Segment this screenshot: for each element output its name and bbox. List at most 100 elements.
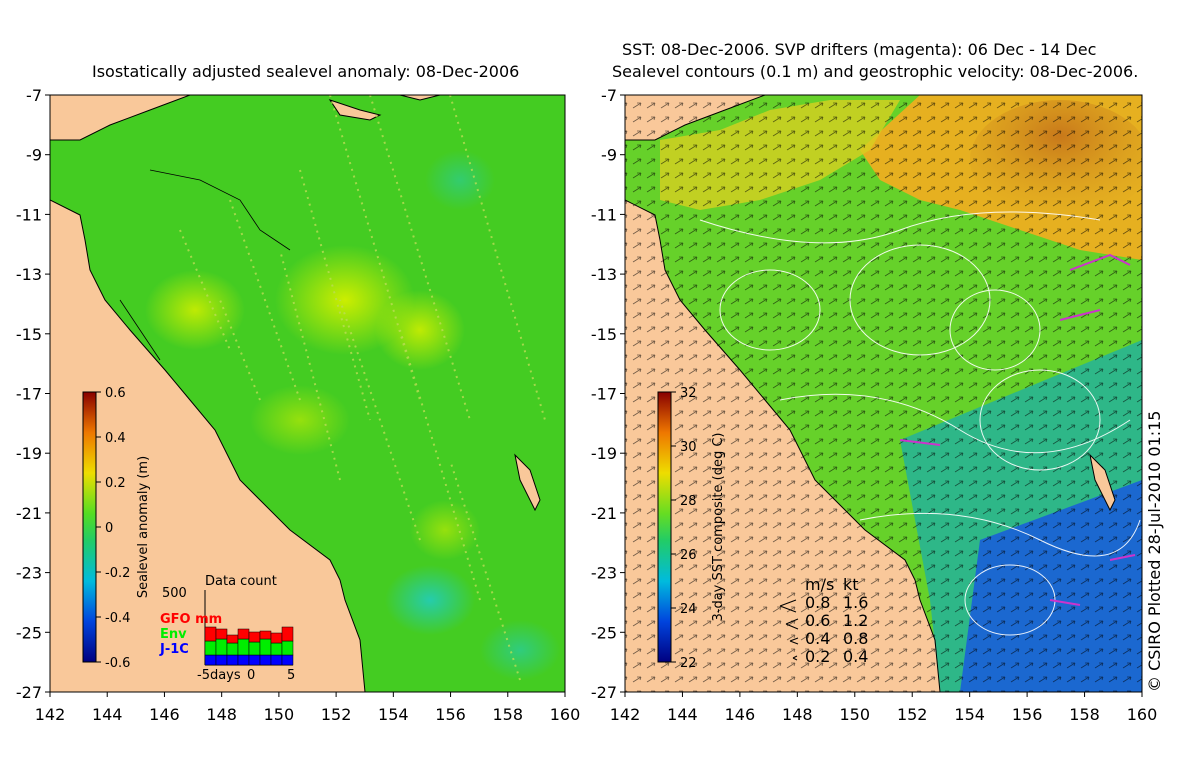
left-xtick-label: 142 (35, 705, 66, 724)
data-count-inset: Data count 500 GFO mm Env J-1C -5days 0 … (159, 574, 295, 683)
right-ytick-label: -13 (591, 265, 617, 284)
data-count-bar-j1c (259, 654, 272, 666)
data-count-xtick-start: -5days (197, 668, 241, 683)
data-count-bar-j1c (215, 654, 228, 666)
data-count-legend-j1c: J-1C (159, 642, 189, 657)
map-axes: -7 -9 -11 -13 -15 -17 -19 -21 -23 -25 -27 142 144 146… (16, 86, 1157, 724)
sla-low-3 (480, 620, 560, 680)
sla-high-4 (250, 385, 350, 455)
left-ytick-label: -25 (16, 623, 42, 642)
left-xtick-label: 144 (92, 705, 123, 724)
right-xtick-label: 144 (667, 705, 698, 724)
right-ytick-label: -21 (591, 504, 617, 523)
left-ytick-label: -21 (16, 504, 42, 523)
right-ytick-label: -15 (591, 325, 617, 344)
right-ytick-label: -27 (591, 683, 617, 702)
left-colorbar-tick-label: 0.4 (105, 431, 126, 446)
left-new-caledonia (514, 453, 541, 512)
data-count-bar-env (248, 641, 261, 656)
velocity-legend-row-1: 0.8 1.6 (779, 593, 868, 613)
right-ytick-label: -19 (591, 444, 617, 463)
sla-high-3 (375, 290, 465, 370)
right-ytick-label: -11 (591, 205, 617, 224)
left-colorbar-gradient (82, 391, 97, 663)
velocity-ms-value: 0.8 (805, 593, 830, 612)
data-count-legend-gfo: GFO mm (160, 612, 222, 627)
data-count-bar-j1c (226, 654, 239, 666)
left-reef-contour (119, 169, 291, 361)
left-colorbar-tick-label: -0.6 (105, 656, 130, 671)
right-colorbar-gradient (657, 391, 672, 663)
right-xtick-label: 146 (725, 705, 756, 724)
velocity-arrow-icon-02 (792, 655, 798, 661)
sla-low-1 (385, 565, 475, 635)
right-map-title-line2: Sealevel contours (0.1 m) and geostrophi… (612, 62, 1139, 81)
data-count-bar-j1c (281, 654, 294, 666)
data-count-bar-env (281, 640, 294, 656)
right-xtick-label: 154 (954, 705, 985, 724)
velocity-legend-header-kt: kt (843, 575, 859, 594)
left-ytick-label: -11 (16, 205, 42, 224)
sla-low-2 (425, 150, 495, 210)
left-xtick-label: 156 (435, 705, 466, 724)
data-count-bar-gfo (281, 626, 294, 642)
data-count-bar-env (204, 640, 217, 656)
velocity-ms-value: 0.4 (805, 629, 830, 648)
altimeter-tracks (179, 95, 546, 681)
data-count-xtick-zero: 0 (247, 668, 255, 683)
velocity-legend-header-ms: m/s (805, 575, 834, 594)
left-coastline (50, 95, 366, 692)
right-colorbar-tick-label: 28 (680, 494, 697, 509)
right-colorbar-tick-label: 30 (680, 440, 697, 455)
svp-drifters (899, 253, 1136, 606)
velocity-legend: m/s kt 0.8 1.6 0.6 1.2 0.4 0.8 0.2 0.4 (779, 575, 868, 666)
right-colorbar-tick-label: 24 (680, 602, 697, 617)
left-xtick-label: 152 (321, 705, 352, 724)
velocity-arrow-icon-06 (785, 618, 799, 630)
right-ytick-label: -25 (591, 623, 617, 642)
left-ytick-label: -19 (16, 444, 42, 463)
data-count-bar-gfo (248, 631, 261, 643)
data-count-bars (204, 626, 294, 666)
right-colorbar: 32 30 28 26 24 22 3-day SST composite (deg C) (657, 386, 726, 671)
left-xtick-label: 146 (149, 705, 180, 724)
data-count-bar-j1c (248, 654, 261, 666)
right-xtick-label: 150 (840, 705, 871, 724)
data-count-title: Data count (205, 574, 277, 589)
velocity-arrow-icon-04 (789, 637, 799, 645)
sealevel-contours (699, 211, 1141, 636)
right-map (625, 95, 1142, 692)
data-count-xtick-end: 5 (287, 668, 295, 683)
left-colorbar-tick-label: -0.4 (105, 611, 130, 626)
data-count-bar-gfo (226, 634, 239, 644)
left-xtick-label: 160 (550, 705, 581, 724)
left-colorbar-tick-label: 0.6 (105, 386, 126, 401)
data-count-bar-env (270, 642, 283, 656)
left-xtick-label: 154 (378, 705, 409, 724)
velocity-kt-value: 1.6 (843, 593, 868, 612)
sla-high-5 (410, 500, 480, 560)
data-count-bar-env (226, 642, 239, 656)
velocity-ms-value: 0.2 (805, 647, 830, 666)
data-count-bar-gfo (270, 632, 283, 644)
right-ytick-label: -23 (591, 564, 617, 583)
right-colorbar-label: 3-day SST composite (deg C) (711, 432, 726, 621)
velocity-arrow-icon-08 (779, 599, 797, 613)
right-colorbar-tick-label: 26 (680, 548, 697, 563)
velocity-legend-row-2: 0.6 1.2 (785, 611, 868, 630)
left-xtick-label: 150 (264, 705, 295, 724)
left-ytick-label: -27 (16, 683, 42, 702)
right-ytick-label: -9 (601, 146, 617, 165)
left-colorbar-tick-label: 0.2 (105, 476, 126, 491)
credit-label: © CSIRO Plotted 28-Jul-2010 01:15 (1145, 411, 1164, 692)
right-xtick-label: 160 (1127, 705, 1158, 724)
right-colorbar-ticks: 32 30 28 26 24 22 (671, 386, 697, 671)
left-colorbar: 0.6 0.4 0.2 0 -0.2 -0.4 -0.6 Sealevel anomaly … (82, 386, 151, 671)
data-count-bar-env (215, 638, 228, 656)
data-count-bar-gfo (204, 626, 217, 642)
right-new-caledonia (1089, 453, 1116, 512)
left-ytick-label: -7 (26, 86, 42, 105)
left-ytick-label: -15 (16, 325, 42, 344)
sla-high-1 (145, 270, 245, 350)
